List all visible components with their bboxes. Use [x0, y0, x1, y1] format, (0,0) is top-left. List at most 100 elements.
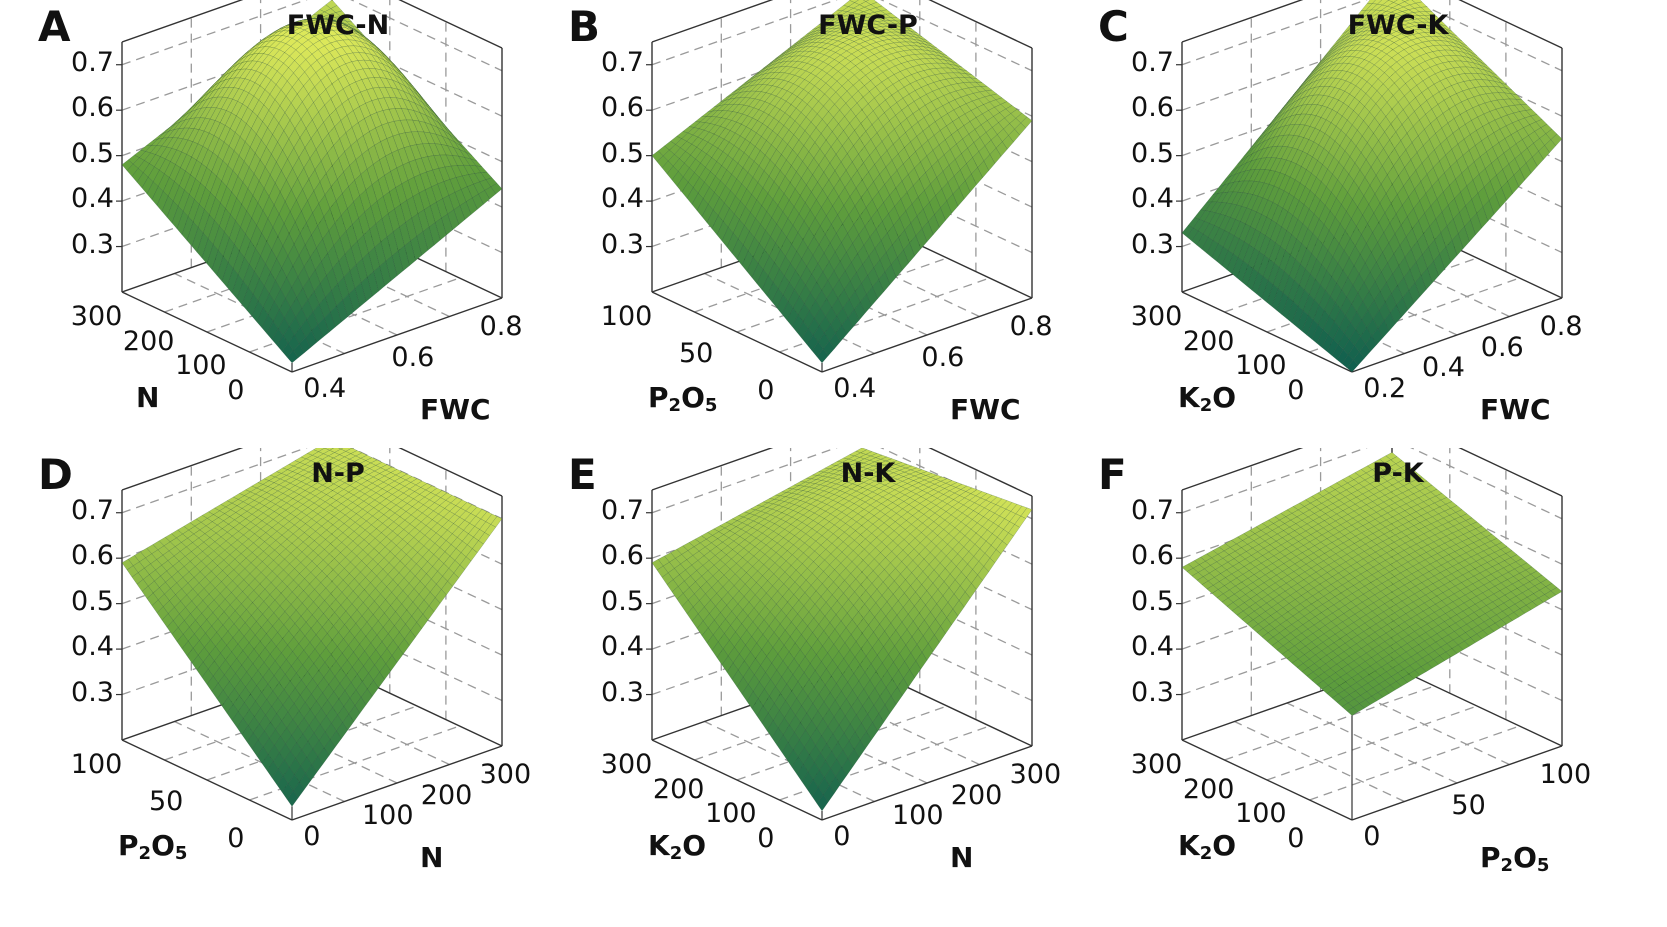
surface-cell — [159, 158, 171, 175]
surface-cell — [780, 236, 792, 257]
surface-cell — [239, 123, 252, 143]
surface-cell — [750, 84, 763, 92]
surface-cell — [685, 143, 698, 156]
surface-cell — [734, 123, 747, 137]
left-axis-tick-label: 0 — [227, 822, 245, 854]
surface-cell — [695, 150, 708, 164]
surface-cell — [256, 35, 269, 45]
surface-cell — [239, 233, 251, 259]
surface-cell — [247, 500, 260, 508]
right-axis-tick-label: 0.6 — [1480, 331, 1524, 363]
surface-cell — [1271, 288, 1284, 312]
surface-cell — [769, 242, 781, 264]
surface-cell — [1252, 251, 1265, 273]
surface-cell — [245, 60, 258, 70]
surface-cell — [781, 143, 793, 161]
surface-cell — [1354, 9, 1367, 19]
surface-cell — [216, 160, 229, 182]
surface-cell — [1246, 268, 1259, 291]
left-axis-tick-label: 100 — [600, 301, 653, 333]
surface-cell — [1322, 47, 1335, 60]
surface-cell — [742, 105, 755, 117]
surface-cell — [141, 176, 154, 195]
surface-cell — [169, 164, 181, 182]
surface-cell — [797, 37, 810, 44]
surface-cell — [1215, 202, 1228, 215]
surface-cell — [1331, 343, 1344, 361]
surface-cell — [759, 229, 771, 251]
surface-cell — [1344, 44, 1358, 52]
surface-cell — [264, 35, 278, 42]
surface-cell — [1216, 191, 1229, 203]
surface-cell — [184, 174, 196, 196]
surface-cell — [804, 42, 818, 48]
surface-cell — [1307, 299, 1320, 321]
surface-cell — [251, 53, 265, 62]
surface-cell — [1351, 24, 1363, 33]
surface-cell — [1200, 201, 1213, 211]
surface-cell — [237, 90, 250, 105]
z-tick-label: 0.3 — [601, 228, 644, 260]
surface-cell — [1337, 38, 1350, 48]
surface-cell — [785, 60, 798, 68]
surface-cell — [219, 110, 232, 126]
surface-cell — [249, 487, 263, 495]
left-axis-tick-label: 100 — [70, 749, 123, 781]
surface-cell — [243, 491, 257, 499]
surface-cell — [186, 221, 199, 247]
surface-cell — [228, 519, 241, 528]
surface-cell — [232, 493, 245, 500]
surface-cell — [251, 509, 264, 518]
surface-cell — [719, 185, 731, 204]
surface-cell — [251, 300, 264, 323]
surface-cell — [194, 182, 206, 205]
z-tick-label: 0.4 — [601, 183, 644, 215]
surface-cell — [790, 44, 802, 51]
surface-cell — [1264, 238, 1276, 260]
left-axis-tick-label: 100 — [1235, 350, 1287, 382]
surface-cell — [802, 36, 815, 43]
right-axis-tick-label: 0.2 — [1363, 373, 1407, 405]
surface-cell — [249, 70, 262, 84]
surface-cell — [161, 195, 174, 218]
z-tick-label: 0.3 — [71, 228, 114, 260]
surface-cell — [226, 170, 239, 193]
surface-cell — [862, 0, 870, 2]
surface-cell — [816, 348, 829, 364]
surface-cell — [213, 510, 226, 518]
z-tick-label: 0.6 — [601, 92, 644, 124]
surface-cell — [704, 171, 716, 188]
surface-cell — [772, 268, 785, 290]
surface-cell — [740, 188, 753, 208]
surface-cell — [1229, 219, 1241, 237]
surface-cell — [161, 560, 174, 572]
surface-cell — [1359, 9, 1372, 18]
right-axis-tick-label: 0.8 — [479, 310, 523, 342]
surface-cell — [182, 571, 195, 584]
right-axis-tick-label: 0.8 — [1009, 310, 1053, 342]
surface-cell — [224, 214, 236, 239]
panel-c: C FWC-K 0.7 0.6 0.5 0.4 0.3 300 200 100 0 K2O 0.2 0.4… — [1060, 0, 1600, 460]
surface-cell — [184, 551, 197, 562]
surface-cell — [779, 100, 792, 114]
surface-cell — [134, 551, 146, 563]
right-axis-tick-label: 300 — [479, 758, 532, 790]
surface-cell — [1214, 213, 1226, 229]
panel-d: D N-P 0.7 0.6 0.5 0.4 0.3 100 50 0 P2O5 0 100 200 300 N — [0, 448, 540, 908]
left-axis-tick-label: 0 — [757, 374, 775, 406]
response-surface — [121, 0, 503, 364]
surface-cell — [209, 197, 221, 221]
surface-cell — [705, 157, 718, 173]
surface-cell — [787, 41, 800, 50]
surface-cell — [151, 137, 164, 146]
surface-cell — [196, 232, 209, 259]
surface-cell — [1341, 354, 1354, 369]
surface-cell — [212, 225, 225, 251]
surface-cell — [252, 180, 265, 204]
surface-cell — [192, 537, 205, 548]
surface-cell — [1297, 289, 1310, 312]
surface-cell — [255, 520, 268, 530]
surface-cell — [1335, 46, 1347, 55]
surface-cell — [680, 140, 693, 152]
z-tick-label: 0.6 — [1131, 92, 1174, 124]
